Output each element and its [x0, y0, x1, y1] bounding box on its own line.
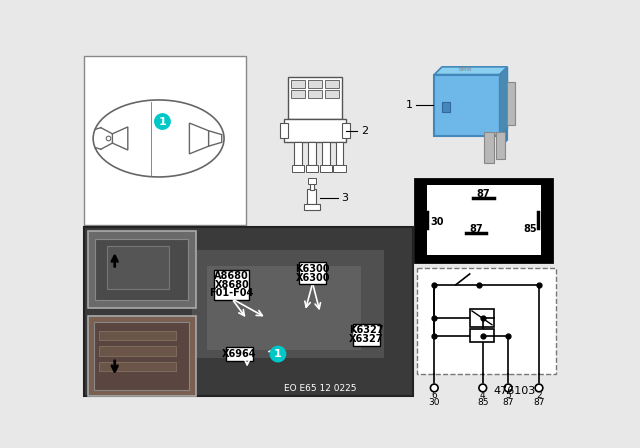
Bar: [325, 90, 339, 99]
Text: A8680: A8680: [214, 271, 249, 281]
Bar: [107, 246, 168, 289]
Bar: [442, 102, 450, 112]
Bar: [207, 266, 361, 350]
Text: 2: 2: [361, 126, 368, 136]
Polygon shape: [209, 131, 221, 146]
Text: 2: 2: [536, 391, 542, 400]
Polygon shape: [500, 129, 508, 148]
Text: 1: 1: [159, 116, 166, 126]
Bar: [288, 77, 342, 119]
Text: 85: 85: [523, 224, 536, 234]
Bar: [310, 182, 314, 190]
Bar: [88, 315, 196, 396]
Text: 30: 30: [429, 398, 440, 407]
Bar: [342, 123, 349, 138]
Circle shape: [106, 136, 111, 141]
Bar: [292, 165, 304, 172]
Text: 3: 3: [341, 193, 348, 203]
Text: K6327: K6327: [349, 326, 384, 336]
Bar: [322, 142, 330, 165]
Text: 87: 87: [477, 189, 490, 199]
Bar: [84, 227, 413, 396]
Bar: [84, 56, 246, 225]
Bar: [214, 270, 249, 300]
Bar: [325, 80, 339, 88]
Bar: [470, 309, 494, 327]
Bar: [99, 362, 176, 371]
Bar: [427, 185, 541, 255]
Bar: [304, 204, 319, 210]
Bar: [308, 90, 322, 99]
Bar: [280, 123, 288, 138]
Ellipse shape: [93, 100, 224, 177]
Text: X6964: X6964: [222, 349, 257, 359]
Text: 87: 87: [469, 224, 483, 234]
Circle shape: [479, 384, 486, 392]
Bar: [336, 142, 344, 165]
Text: 87: 87: [502, 398, 514, 407]
Bar: [294, 142, 302, 165]
Text: F01-F04: F01-F04: [210, 289, 254, 298]
Text: 476103: 476103: [493, 386, 536, 396]
Bar: [484, 132, 493, 163]
Bar: [415, 178, 552, 262]
Bar: [417, 268, 556, 374]
Bar: [333, 165, 346, 172]
Bar: [307, 189, 316, 204]
Text: X6327: X6327: [349, 334, 384, 344]
Bar: [99, 346, 176, 356]
Text: EO E65 12 0225: EO E65 12 0225: [284, 384, 356, 393]
Bar: [94, 322, 189, 390]
Bar: [308, 178, 316, 184]
Text: X8680: X8680: [214, 280, 249, 290]
Bar: [291, 80, 305, 88]
Text: 1: 1: [406, 100, 413, 110]
Text: 30: 30: [431, 217, 444, 227]
Circle shape: [155, 114, 170, 129]
Polygon shape: [435, 67, 508, 74]
Bar: [319, 165, 332, 172]
Bar: [299, 262, 326, 284]
Bar: [291, 90, 305, 99]
Bar: [95, 238, 188, 300]
Polygon shape: [189, 123, 209, 154]
Bar: [308, 142, 316, 165]
Bar: [308, 80, 322, 88]
Text: BMW: BMW: [458, 67, 472, 72]
Circle shape: [504, 384, 512, 392]
Bar: [496, 132, 505, 159]
Polygon shape: [113, 127, 128, 150]
Bar: [88, 231, 196, 308]
Circle shape: [270, 346, 285, 362]
Text: 1: 1: [274, 349, 282, 359]
Bar: [435, 74, 500, 136]
Bar: [192, 250, 384, 358]
Text: 5: 5: [506, 391, 511, 400]
Text: K6300: K6300: [295, 264, 330, 274]
Text: X6300: X6300: [295, 272, 330, 283]
Bar: [226, 348, 253, 361]
Bar: [306, 165, 318, 172]
Text: 6: 6: [431, 391, 437, 400]
Circle shape: [431, 384, 438, 392]
Bar: [99, 331, 176, 340]
Text: 85: 85: [477, 398, 488, 407]
Bar: [353, 324, 380, 346]
Bar: [284, 119, 346, 142]
Polygon shape: [500, 67, 508, 136]
Bar: [508, 82, 515, 125]
Bar: [470, 329, 494, 342]
Text: 4: 4: [480, 391, 486, 400]
Text: 87: 87: [533, 398, 545, 407]
Circle shape: [535, 384, 543, 392]
